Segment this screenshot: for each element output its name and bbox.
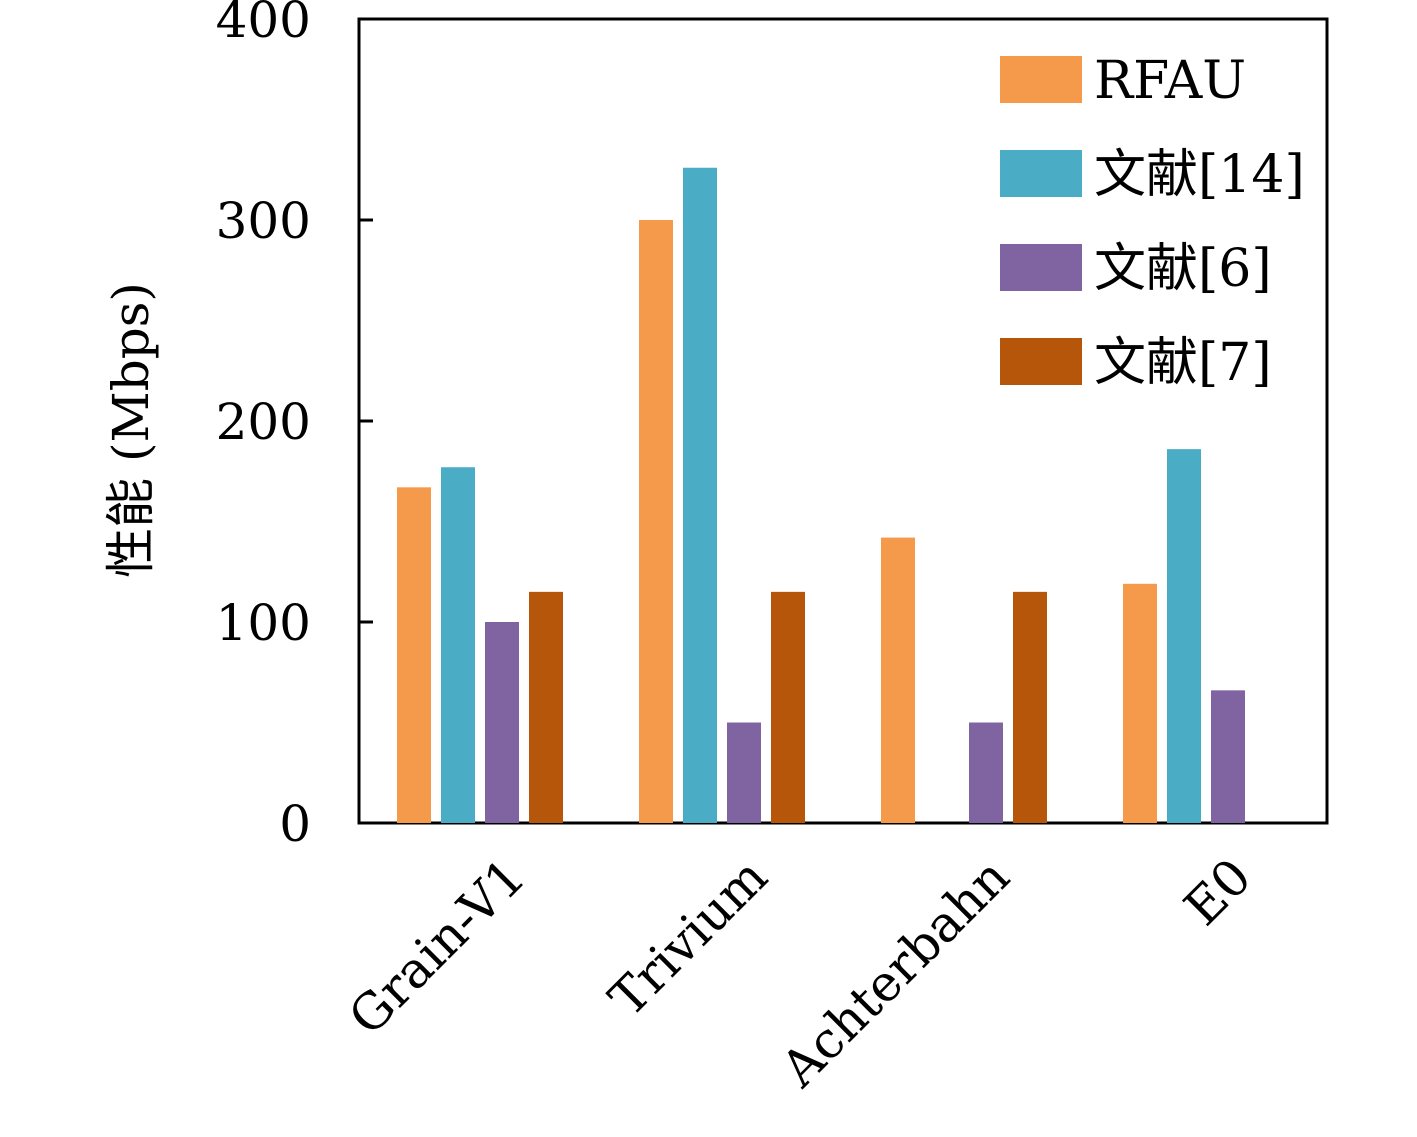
legend-swatch (1000, 56, 1082, 103)
bar-trivium-series-2 (727, 722, 761, 823)
bar-grain-v1-series-3 (529, 591, 563, 823)
legend-label: 文献[14] (1094, 145, 1305, 205)
x-category-label: Trivium (598, 847, 778, 1027)
bar-trivium-series-3 (771, 591, 805, 823)
x-category-label: Achterbahn (769, 847, 1020, 1098)
bar-achterbahn-series-3 (1013, 591, 1047, 823)
legend-swatch (1000, 150, 1082, 197)
legend-swatch (1000, 338, 1082, 385)
bar-grain-v1-series-0 (397, 487, 431, 823)
legend-swatch (1000, 244, 1082, 291)
y-tick-label: 200 (216, 393, 311, 451)
bar-e0-series-0 (1123, 583, 1157, 823)
legend-label: 文献[7] (1094, 333, 1272, 393)
bar-trivium-series-1 (683, 167, 717, 824)
bar-trivium-series-0 (639, 220, 673, 823)
legend: RFAU 文献[14] 文献[6] 文献[7] (1000, 51, 1305, 393)
y-axis-title: 性能 (Mbps) (102, 282, 160, 578)
bar-grain-v1-series-2 (485, 622, 519, 823)
y-tick-label: 400 (216, 0, 311, 49)
x-category-label: Grain-V1 (338, 847, 537, 1046)
x-category-label: E0 (1173, 847, 1262, 936)
legend-label: RFAU (1094, 51, 1246, 111)
bars-group (397, 167, 1245, 824)
y-tick-label: 100 (216, 594, 311, 652)
bar-achterbahn-series-2 (969, 722, 1003, 823)
y-tick-label: 300 (216, 192, 311, 250)
bar-achterbahn-series-0 (881, 537, 915, 823)
y-tick-label: 0 (279, 795, 311, 853)
bar-e0-series-2 (1211, 690, 1245, 823)
legend-label: 文献[6] (1094, 239, 1272, 299)
bar-grain-v1-series-1 (441, 467, 475, 823)
bar-e0-series-1 (1167, 449, 1201, 823)
y-axis-ticks: 0 100 200 300 400 (216, 0, 373, 853)
